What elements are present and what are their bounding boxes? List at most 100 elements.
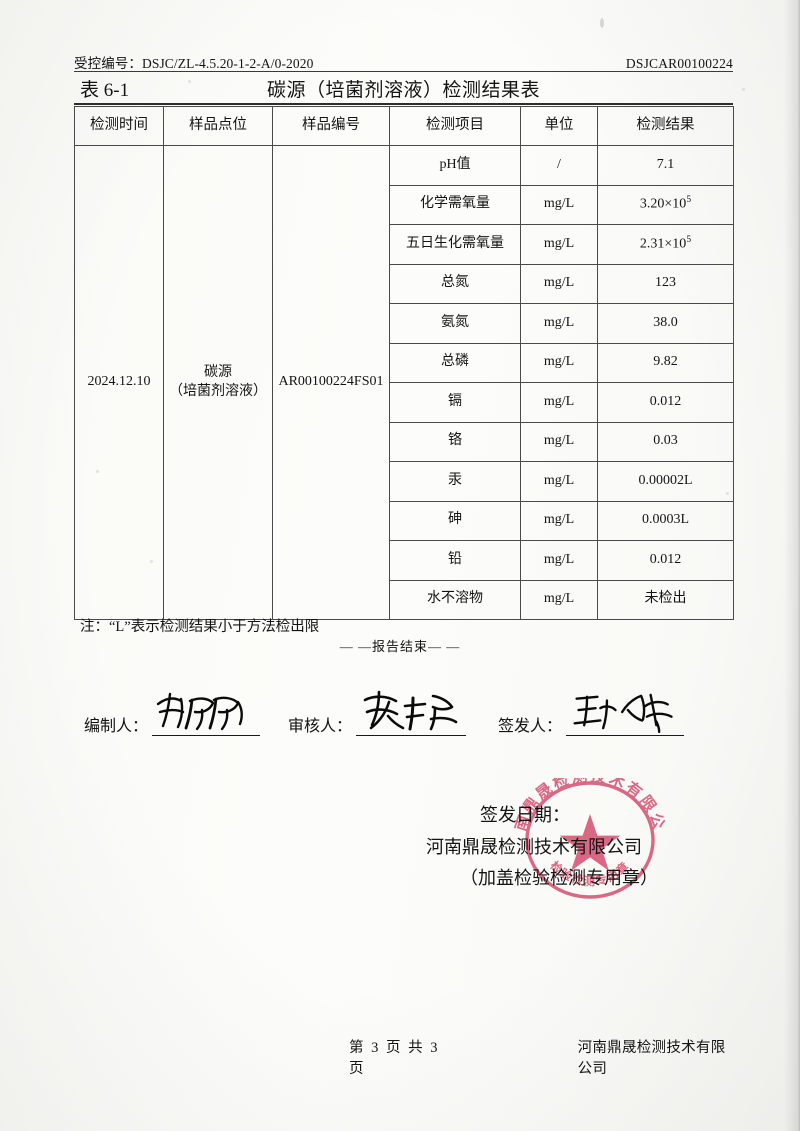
signature-row: 编制人： <box>84 690 734 752</box>
preparer-signature-group: 编制人： <box>84 692 261 736</box>
table-row: 氨氮 mg/L 38.0 <box>75 303 734 344</box>
test-unit: mg/L <box>520 579 598 620</box>
table-row: 总氮 mg/L 123 <box>75 263 734 304</box>
results-table: 检测时间 样品点位 样品编号 检测项目 单位 检测结果 2024.12.10 碳… <box>74 106 734 620</box>
test-result: 9.82 <box>597 342 734 383</box>
result-mantissa: 3.20×10 <box>639 197 687 213</box>
column-header-unit: 单位 <box>520 106 598 146</box>
sample-point-cell: 碳源 （培菌剂溶液） <box>163 145 273 620</box>
header-rule-top <box>74 71 733 72</box>
sample-time-cell: 2024.12.10 <box>74 145 164 620</box>
test-unit: mg/L <box>520 540 598 581</box>
page-number: 第 3 页 共 3 页 <box>349 1040 440 1077</box>
control-number: 受控编号：DSJC/ZL-4.5.20-1-2-A/0-2020 <box>74 56 314 71</box>
column-header-point: 样品点位 <box>163 106 273 146</box>
report-end-marker: — —报告结束— — <box>339 639 461 654</box>
table-number: 表 6-1 <box>80 80 130 101</box>
table-row: 水不溶物 mg/L 未检出 <box>75 579 734 620</box>
title-row: 表 6-1 碳源（培菌剂溶液）检测结果表 <box>74 75 733 103</box>
test-result: 0.012 <box>597 382 734 423</box>
test-result: 2.31×105 <box>597 224 734 265</box>
table-header-row: 检测时间 样品点位 样品编号 检测项目 单位 检测结果 <box>74 106 734 146</box>
test-item: 化学需氧量 <box>389 184 521 225</box>
test-item: 铅 <box>389 540 521 581</box>
test-result: 0.00002L <box>597 461 734 502</box>
test-unit: / <box>520 145 598 186</box>
document-header: 受控编号：DSJC/ZL-4.5.20-1-2-A/0-2020 DSJCAR0… <box>74 52 733 72</box>
test-item: 五日生化需氧量 <box>389 224 521 265</box>
reviewer-handwritten-signature <box>363 690 458 731</box>
test-result: 3.20×105 <box>597 184 734 225</box>
table-row: 砷 mg/L 0.0003L <box>75 500 734 541</box>
reviewer-signature-line <box>356 690 467 736</box>
issue-block: 签发日期： 河南鼎晟检测技术有限公司 （加盖检验检测专用章） <box>420 800 740 895</box>
test-unit: mg/L <box>520 224 598 265</box>
page-footer: 第 3 页 共 3 页 河南鼎晟检测技术有限公司 <box>74 1036 733 1078</box>
scan-edge-shadow <box>784 0 800 1131</box>
test-unit: mg/L <box>520 342 598 383</box>
table-row: 五日生化需氧量 mg/L 2.31×105 <box>75 224 734 265</box>
issuer-handwritten-signature <box>573 693 673 734</box>
test-item: 汞 <box>389 461 521 502</box>
preparer-signature-line <box>152 692 261 736</box>
test-unit: mg/L <box>520 461 598 502</box>
sample-code-cell: AR00100224FS01 <box>272 145 390 620</box>
table-row: 汞 mg/L 0.00002L <box>75 461 734 502</box>
test-item: 镉 <box>389 382 521 423</box>
preparer-handwritten-signature <box>156 692 243 731</box>
test-result: 0.012 <box>597 540 734 581</box>
sample-point-line2: （培菌剂溶液） <box>169 383 267 399</box>
detection-limit-note: 注：“L”表示检测结果小于方法检出限 <box>80 619 320 635</box>
test-result: 123 <box>597 263 734 304</box>
test-item: 总氮 <box>389 263 521 304</box>
sample-point-line1: 碳源 <box>204 364 232 380</box>
test-unit: mg/L <box>520 382 598 423</box>
column-header-code: 样品编号 <box>272 106 390 146</box>
column-header-time: 检测时间 <box>74 106 164 146</box>
report-code: DSJCAR00100224 <box>625 56 733 71</box>
header-rule-bottom <box>74 103 733 105</box>
reviewer-signature-group: 审核人： <box>288 690 467 736</box>
test-item: 砷 <box>389 500 521 541</box>
test-unit: mg/L <box>520 421 598 462</box>
table-row: 化学需氧量 mg/L 3.20×105 <box>75 184 734 225</box>
result-mantissa: 2.31×10 <box>639 236 687 252</box>
test-result: 38.0 <box>597 303 734 344</box>
test-unit: mg/L <box>520 303 598 344</box>
footer-company: 河南鼎晟检测技术有限公司 <box>577 1040 726 1077</box>
test-item: pH值 <box>389 145 521 186</box>
scan-speck <box>600 18 604 28</box>
table-row: 2024.12.10 碳源 （培菌剂溶液） AR00100224FS01 pH值… <box>74 145 734 620</box>
scan-speck <box>742 88 745 91</box>
reviewer-label: 审核人： <box>288 718 353 735</box>
table-row: 总磷 mg/L 9.82 <box>75 342 734 383</box>
test-unit: mg/L <box>520 500 598 541</box>
test-item: 水不溶物 <box>389 579 521 620</box>
table-body: 2024.12.10 碳源 （培菌剂溶液） AR00100224FS01 pH值… <box>74 145 734 620</box>
page-title: 碳源（培菌剂溶液）检测结果表 <box>266 80 540 101</box>
preparer-label: 编制人： <box>84 718 149 735</box>
test-result: 0.0003L <box>597 500 734 541</box>
column-header-item: 检测项目 <box>389 106 521 146</box>
issuing-company: 河南鼎晟检测技术有限公司 <box>426 836 642 857</box>
issuer-signature-group: 签发人： <box>498 693 685 736</box>
test-item: 氨氮 <box>389 303 521 344</box>
table-row: 铬 mg/L 0.03 <box>75 421 734 462</box>
test-result: 0.03 <box>597 421 734 462</box>
test-unit: mg/L <box>520 263 598 304</box>
table-row: 镉 mg/L 0.012 <box>75 382 734 423</box>
test-result: 7.1 <box>597 145 734 186</box>
test-unit: mg/L <box>520 184 598 225</box>
issuer-label: 签发人： <box>498 718 563 735</box>
stamp-note: （加盖检验检测专用章） <box>460 868 658 888</box>
test-item: 总磷 <box>389 342 521 383</box>
result-exponent: 5 <box>686 195 692 206</box>
test-item: 铬 <box>389 421 521 462</box>
result-exponent: 5 <box>686 234 692 245</box>
column-header-result: 检测结果 <box>597 106 734 146</box>
table-row: 铅 mg/L 0.012 <box>75 540 734 581</box>
issuer-signature-line <box>566 693 685 736</box>
issue-date-label: 签发日期： <box>480 805 570 825</box>
test-result: 未检出 <box>597 579 734 620</box>
